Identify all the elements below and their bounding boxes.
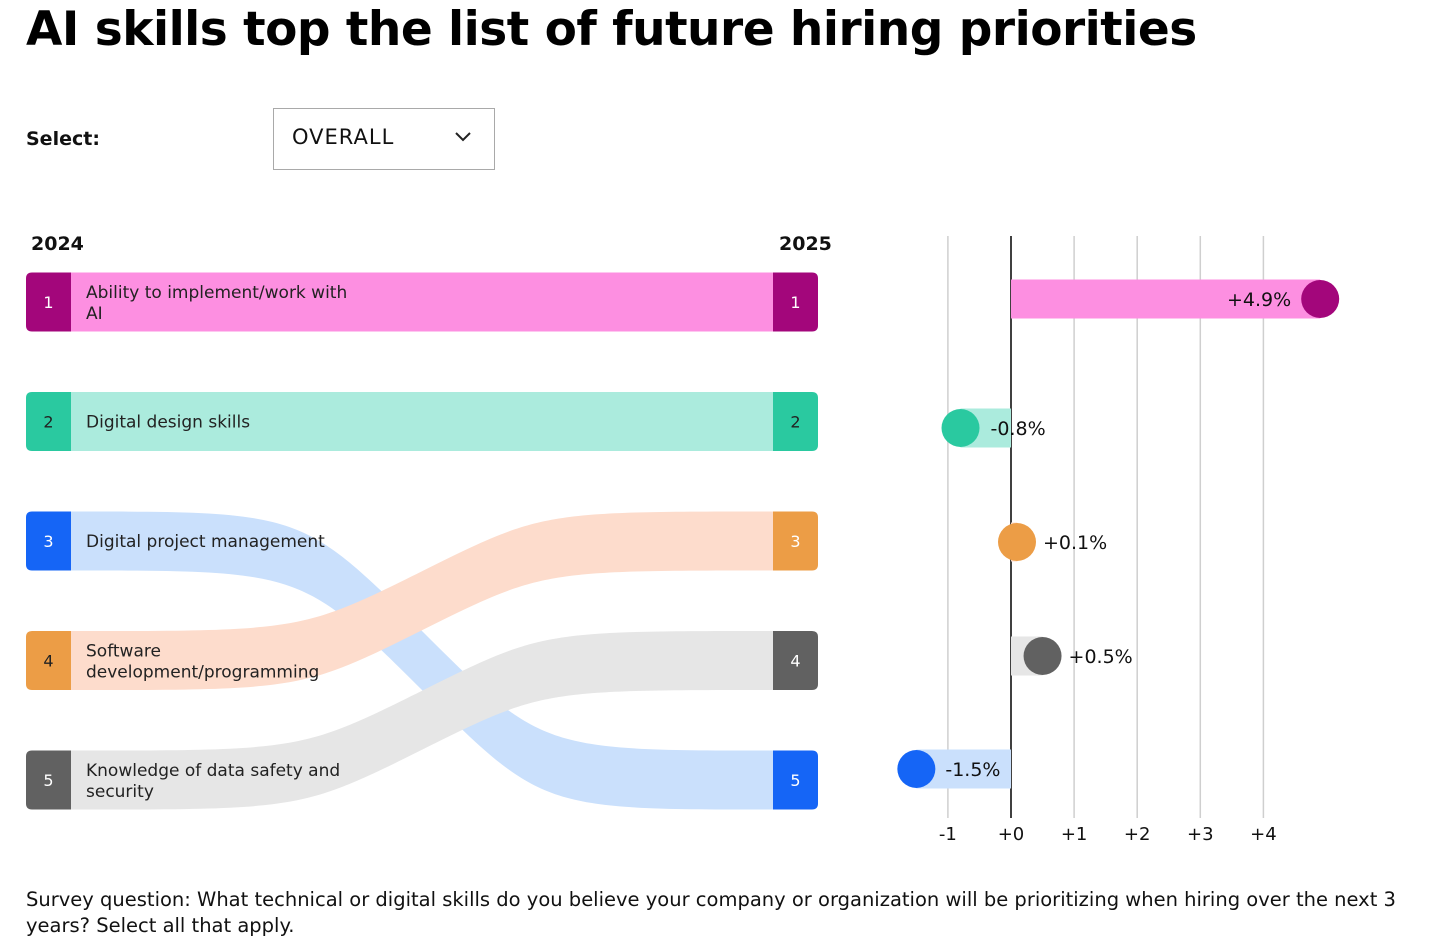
skill-name-2-line-1: Digital design skills — [86, 413, 250, 433]
skill-band-2 — [71, 392, 773, 451]
chart-canvas: 2024 2025 1 Ability to implement/work withA… — [26, 233, 1340, 845]
skill-name-1-line-1: Ability to implement/work with — [86, 283, 347, 303]
change-dot-1 — [1301, 280, 1340, 318]
year-label-2025: 2025 — [779, 233, 832, 255]
x-tick-label-1: -1 — [939, 824, 957, 845]
rank-2024-box-4 — [26, 631, 71, 690]
rank-2025-label-1: 1 — [790, 293, 800, 312]
skill-name-3-line-1: Digital project management — [86, 532, 325, 552]
rank-2025-label-5: 4 — [790, 652, 800, 671]
skill-band-4 — [71, 511, 773, 690]
rank-2024-box-5 — [26, 750, 71, 810]
x-tick-label-4: +2 — [1124, 824, 1151, 845]
rank-2024-label-1: 1 — [43, 293, 53, 312]
change-value-label-5: -1.5% — [945, 759, 1000, 781]
rank-2024-label-4: 4 — [43, 652, 53, 671]
change-value-label-2: -0.8% — [991, 418, 1046, 440]
change-bar-1 — [1011, 279, 1321, 319]
skill-name-4-line-2: development/programming — [86, 663, 319, 683]
rank-2024-box-3 — [26, 511, 71, 571]
rank-2025-box-4 — [773, 511, 818, 571]
change-dot-2 — [941, 409, 980, 447]
x-tick-label-6: +4 — [1250, 824, 1277, 845]
rank-2025-label-2: 2 — [790, 413, 800, 432]
rank-2024-box-2 — [26, 392, 71, 451]
rank-2024-label-5: 5 — [43, 771, 53, 790]
skill-band-1 — [71, 272, 773, 332]
select-label: Select: — [26, 128, 100, 150]
year-label-2024: 2024 — [31, 233, 84, 255]
skill-band-5 — [71, 631, 773, 810]
skill-name-5-line-1: Knowledge of data safety and — [86, 761, 340, 781]
rank-2025-label-3: 5 — [790, 771, 800, 790]
dropdown-selected-value: OVERALL — [292, 125, 395, 149]
bump-chart: 2024 2025 1 Ability to implement/work withA… — [26, 233, 832, 810]
rank-2024-box-1 — [26, 272, 71, 332]
rank-2025-label-4: 3 — [790, 532, 800, 551]
skill-band-3 — [71, 511, 773, 810]
rank-2025-box-3 — [773, 750, 818, 810]
x-tick-label-2: +0 — [998, 824, 1025, 845]
change-value-label-1: +4.9% — [1227, 289, 1291, 311]
rank-2024-label-3: 3 — [43, 532, 53, 551]
change-dot-5 — [897, 750, 936, 788]
skill-name-5-line-2: security — [86, 782, 154, 802]
segment-dropdown[interactable]: OVERALL — [273, 108, 495, 170]
x-tick-label-3: +1 — [1061, 824, 1088, 845]
x-tick-label-5: +3 — [1187, 824, 1214, 845]
survey-question-note: Survey question: What technical or digit… — [26, 888, 1396, 937]
change-value-label-4: +0.5% — [1069, 646, 1133, 668]
change-dot-4 — [1023, 637, 1062, 675]
rank-2025-box-2 — [773, 392, 818, 451]
rank-2025-box-5 — [773, 631, 818, 690]
chart-title: AI skills top the list of future hiring … — [26, 2, 1197, 57]
rank-2024-label-2: 2 — [43, 413, 53, 432]
change-bar-chart: -1 +0 +1 +2 +3 +4 +4.9% -0.8% +0.1% +0.5% -1.5% — [897, 236, 1340, 845]
skill-name-4-line-1: Software — [86, 642, 161, 662]
skill-name-1-line-2: AI — [86, 304, 103, 324]
change-dot-3 — [998, 523, 1036, 561]
change-value-label-3: +0.1% — [1043, 532, 1107, 554]
chevron-down-icon — [455, 132, 471, 142]
rank-2025-box-1 — [773, 272, 818, 332]
